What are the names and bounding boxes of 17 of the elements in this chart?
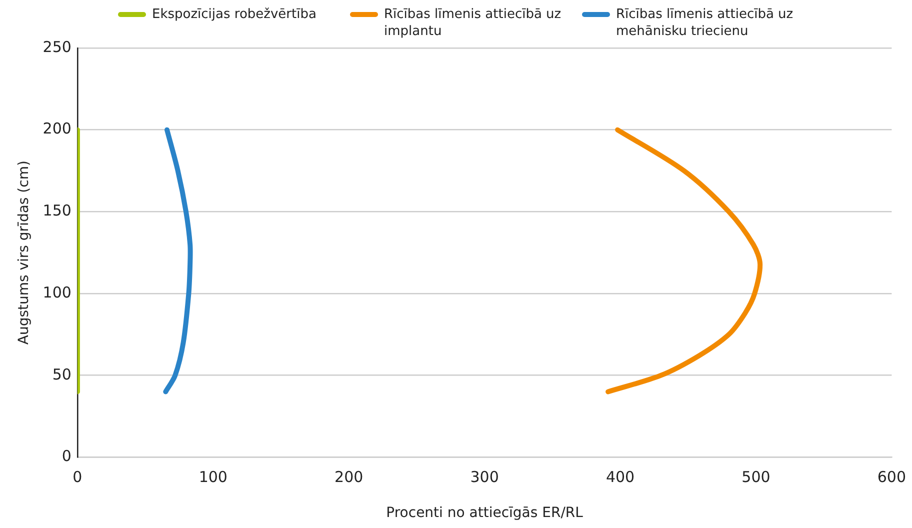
x-tick-label: 600 (877, 468, 906, 486)
y-tick-label: 50 (52, 365, 72, 384)
legend-label: Ekspozīcijas robežvērtība (152, 6, 316, 23)
legend-label: Rīcības līmenis attiecībā uz mehānisku triecienu (616, 6, 794, 40)
y-tick-label: 0 (62, 447, 72, 466)
x-tick-label: 300 (470, 468, 499, 486)
x-tick-label: 100 (198, 468, 228, 486)
x-tick-label: 500 (742, 468, 770, 486)
y-axis-title: Augstums virs grīdas (cm) (16, 160, 32, 345)
x-tick-label: 400 (606, 468, 635, 486)
x-axis-title: Procenti no attiecīgās ER/RL (386, 505, 584, 522)
legend-label: Rīcības līmenis attiecībā uz implantu (384, 6, 562, 40)
y-tick-label: 100 (42, 283, 72, 302)
y-tick-label: 200 (42, 120, 72, 138)
y-tick-label: 250 (42, 38, 72, 56)
x-tick-label: 200 (334, 468, 364, 486)
y-tick-label: 150 (42, 202, 72, 220)
